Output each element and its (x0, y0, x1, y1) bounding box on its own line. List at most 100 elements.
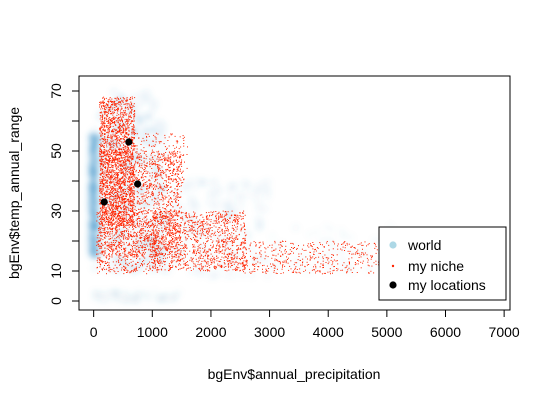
niche-point (216, 219, 218, 221)
niche-point (243, 246, 245, 248)
niche-point (111, 98, 113, 100)
niche-point (130, 104, 132, 106)
niche-point (118, 147, 120, 149)
niche-point (108, 118, 110, 120)
niche-point (104, 242, 106, 244)
niche-point (120, 241, 122, 243)
niche-point (100, 155, 102, 157)
niche-point (117, 131, 118, 132)
niche-point (100, 123, 102, 125)
niche-point (185, 262, 187, 263)
niche-point (116, 245, 118, 247)
niche-point (106, 197, 107, 199)
world-density-point (227, 196, 235, 204)
niche-point (115, 184, 117, 186)
niche-point (130, 98, 132, 100)
niche-point (108, 157, 110, 159)
niche-point (113, 130, 115, 132)
niche-point (132, 149, 134, 151)
niche-point (124, 112, 126, 114)
niche-point (111, 137, 113, 139)
world-density-point (181, 186, 189, 194)
niche-point (132, 128, 134, 130)
niche-point (175, 154, 177, 156)
niche-point (220, 234, 222, 236)
niche-point (107, 185, 109, 187)
niche-point (162, 231, 164, 233)
niche-point (100, 197, 102, 199)
niche-point (101, 101, 103, 103)
niche-point (169, 162, 171, 164)
niche-point (126, 180, 128, 182)
niche-point (107, 233, 109, 235)
niche-point (219, 244, 221, 246)
niche-point (151, 193, 153, 195)
niche-point (164, 225, 166, 227)
niche-point (110, 176, 112, 178)
niche-point (124, 215, 126, 217)
world-density-point (87, 156, 95, 164)
niche-point (110, 161, 112, 163)
niche-point (111, 169, 113, 171)
niche-point (123, 149, 124, 151)
niche-point (192, 222, 193, 224)
niche-point (117, 201, 119, 203)
niche-point (112, 169, 114, 171)
niche-point (163, 203, 165, 205)
niche-point (114, 172, 116, 174)
niche-point (151, 224, 153, 226)
niche-point (120, 164, 122, 166)
niche-point (165, 237, 167, 239)
world-density-point (220, 199, 228, 207)
niche-point (116, 224, 118, 226)
niche-point (120, 181, 122, 183)
niche-point (108, 127, 110, 129)
niche-point (125, 100, 127, 102)
niche-point (177, 230, 179, 232)
niche-point (226, 222, 228, 224)
niche-point (107, 153, 109, 155)
niche-point (120, 185, 121, 187)
niche-point (239, 244, 241, 246)
niche-point (119, 198, 121, 200)
niche-point (203, 223, 205, 225)
niche-point (228, 256, 229, 257)
niche-point (104, 130, 106, 132)
niche-point (115, 206, 116, 208)
niche-point (215, 240, 217, 242)
niche-point (145, 165, 147, 167)
niche-point (165, 246, 167, 248)
niche-point (121, 202, 123, 204)
niche-point (109, 117, 111, 118)
niche-point (244, 265, 246, 266)
niche-point (120, 103, 122, 105)
niche-point (244, 240, 246, 242)
niche-point (110, 164, 112, 166)
niche-point (99, 188, 101, 190)
niche-point (130, 101, 132, 103)
niche-point (121, 225, 122, 226)
niche-point (107, 179, 108, 181)
niche-point (154, 173, 156, 174)
niche-point (122, 234, 124, 236)
niche-point (202, 229, 203, 231)
niche-point (99, 106, 101, 108)
niche-point (112, 135, 114, 137)
niche-point (123, 218, 125, 220)
niche-point (129, 111, 131, 113)
niche-point (128, 160, 130, 162)
niche-point (153, 215, 155, 217)
niche-point (235, 221, 237, 223)
niche-point (162, 240, 164, 242)
niche-point (156, 253, 158, 255)
niche-point (104, 138, 106, 140)
niche-point (132, 225, 134, 227)
niche-point (121, 197, 123, 199)
niche-point (113, 116, 115, 118)
niche-point (161, 218, 163, 220)
niche-point (180, 206, 182, 208)
niche-point (100, 153, 102, 155)
niche-point (126, 113, 128, 115)
niche-point (157, 200, 159, 202)
niche-point (156, 173, 158, 175)
